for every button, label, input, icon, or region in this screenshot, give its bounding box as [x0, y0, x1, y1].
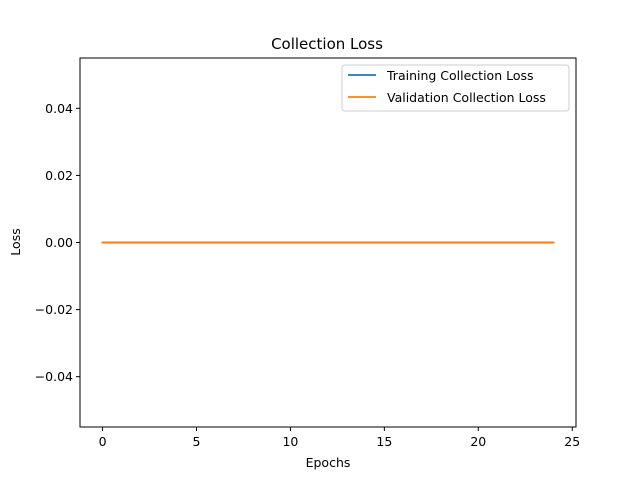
x-tick-label: 0 [99, 434, 107, 449]
legend-box [341, 64, 570, 112]
chart-title: Collection Loss [271, 35, 383, 53]
x-tick-label: 10 [282, 434, 298, 449]
y-tick-label: −0.04 [35, 369, 73, 384]
x-tick-label: 25 [564, 434, 580, 449]
x-axis-label: Epochs [306, 455, 351, 470]
legend: Training Collection Loss Validation Coll… [341, 64, 570, 112]
y-tick-label: 0.00 [45, 235, 73, 250]
y-tick-label: −0.02 [35, 302, 73, 317]
y-axis: −0.04 −0.02 0.00 0.02 0.04 [35, 101, 80, 384]
x-axis: 0 5 10 15 20 25 [99, 427, 580, 449]
x-tick-label: 15 [376, 434, 392, 449]
y-axis-label: Loss [8, 228, 23, 255]
y-tick-label: 0.04 [45, 101, 73, 116]
x-tick-label: 20 [470, 434, 486, 449]
x-tick-label: 5 [193, 434, 201, 449]
y-tick-label: 0.02 [45, 168, 73, 183]
legend-label-validation: Validation Collection Loss [387, 90, 546, 105]
legend-label-training: Training Collection Loss [386, 68, 534, 83]
